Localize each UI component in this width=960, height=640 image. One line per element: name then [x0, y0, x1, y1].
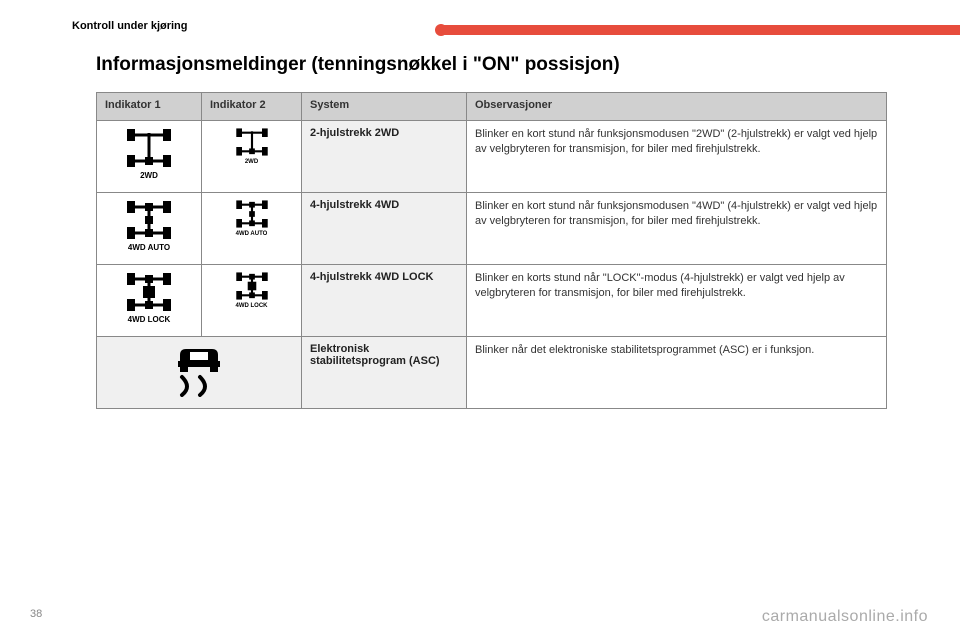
indicator-2-cell: 2WD: [202, 121, 302, 193]
table-row: 2WD 2WD 2-hjulstrekk 2WD Blinker en kort…: [97, 121, 887, 193]
drivetrain-4wd-lock-small-icon: [232, 271, 272, 301]
asc-skid-icon: [164, 343, 234, 397]
table-row: 4WD AUTO 4WD AUTO 4-hjulstrek: [97, 193, 887, 265]
table-row: Elektronisk stabilitetsprogram (ASC) Bli…: [97, 337, 887, 409]
icon-label: 2WD: [210, 159, 293, 165]
system-cell: Elektronisk stabilitetsprogram (ASC): [302, 337, 467, 409]
indicator-1-cell: 4WD AUTO: [97, 193, 202, 265]
drivetrain-4wd-auto-small-icon: [232, 199, 272, 229]
drivetrain-4wd-lock-icon: [121, 271, 177, 313]
asc-indicator-cell: [97, 337, 302, 409]
drivetrain-2wd-small-icon: [232, 127, 272, 157]
observation-cell: Blinker en korts stund når "LOCK"-modus …: [467, 265, 887, 337]
icon-label: 2WD: [105, 171, 193, 180]
indicator-2-cell: 4WD AUTO: [202, 193, 302, 265]
observation-cell: Blinker en kort stund når funksjonsmodus…: [467, 193, 887, 265]
system-cell: 4-hjulstrekk 4WD LOCK: [302, 265, 467, 337]
indicator-2-cell: 4WD LOCK: [202, 265, 302, 337]
observation-cell: Blinker når det elektroniske stabilitets…: [467, 337, 887, 409]
system-cell: 4-hjulstrekk 4WD: [302, 193, 467, 265]
section-label: Kontroll under kjøring: [72, 20, 188, 32]
info-messages-table: Indikator 1 Indikator 2 System Observasj…: [96, 92, 887, 409]
indicator-1-cell: 4WD LOCK: [97, 265, 202, 337]
col-indicator-2: Indikator 2: [202, 93, 302, 121]
icon-label: 4WD LOCK: [105, 315, 193, 324]
icon-label: 4WD LOCK: [210, 303, 293, 309]
page-title: Informasjonsmeldinger (tenningsnøkkel i …: [96, 54, 620, 76]
icon-label: 4WD AUTO: [210, 231, 293, 237]
observation-cell: Blinker en kort stund når funksjonsmodus…: [467, 121, 887, 193]
footer-url: carmanualsonline.info: [762, 608, 928, 626]
col-indicator-1: Indikator 1: [97, 93, 202, 121]
page-number: 38: [30, 608, 42, 620]
page-header: Kontroll under kjøring: [0, 20, 960, 40]
icon-label: 4WD AUTO: [105, 243, 193, 252]
drivetrain-4wd-auto-icon: [121, 199, 177, 241]
col-system: System: [302, 93, 467, 121]
table-header-row: Indikator 1 Indikator 2 System Observasj…: [97, 93, 887, 121]
manual-page: Kontroll under kjøring Informasjonsmeldi…: [0, 0, 960, 640]
drivetrain-2wd-icon: [121, 127, 177, 169]
indicator-1-cell: 2WD: [97, 121, 202, 193]
header-accent-bar: [440, 25, 960, 35]
col-observations: Observasjoner: [467, 93, 887, 121]
system-cell: 2-hjulstrekk 2WD: [302, 121, 467, 193]
table-row: 4WD LOCK 4WD LOCK 4-hjulstrek: [97, 265, 887, 337]
